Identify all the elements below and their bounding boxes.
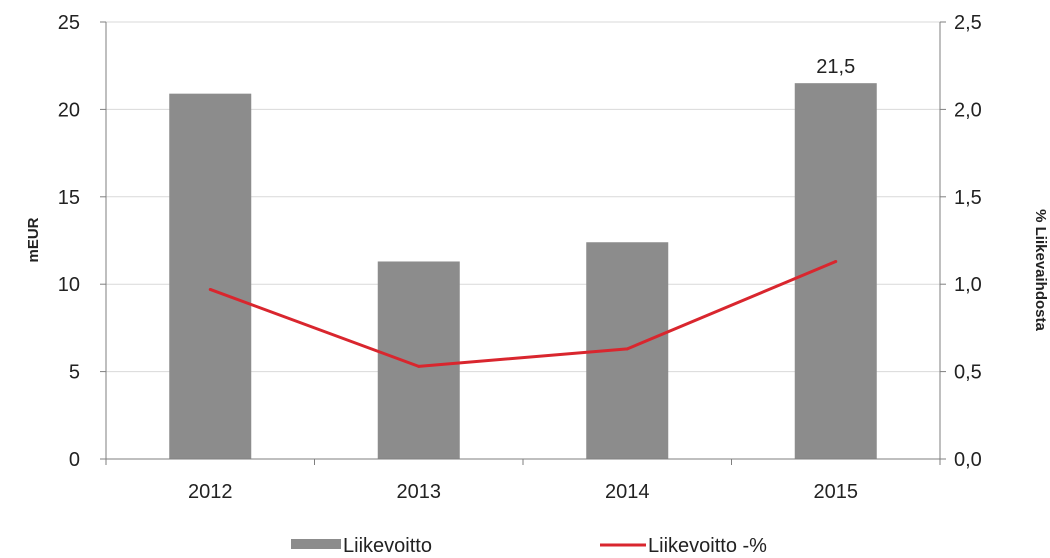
y-tick-label-right: 0,5 [954,362,982,384]
line-series [208,259,838,368]
y-tick-label-left: 10 [58,274,80,296]
line-liikevoitto-pct [209,260,837,368]
legend-swatch-bar [291,539,341,549]
line-point-2013 [417,364,421,368]
data-label-2015: 21,5 [816,56,855,78]
line-point-2014 [625,347,629,351]
x-tick-label-2015: 2015 [814,481,859,503]
y-tick-label-right: 1,0 [954,274,982,296]
y-tick-label-right: 1,5 [954,187,982,209]
line-point-2012 [208,287,212,291]
y-tick-label-left: 5 [69,362,80,384]
line-point-2015 [834,259,838,263]
x-tick-label-2012: 2012 [188,481,233,503]
y-tick-label-right: 2,0 [954,99,982,121]
bar-2013 [377,261,460,459]
y-axis-right-ticks: 0,0 0,5 1,0 1,5 2,0 2,5 [940,12,982,471]
y-axis-left-title: mEUR [25,217,42,262]
y-axis-left-ticks: 0 5 10 15 20 25 [58,12,106,471]
y-tick-label-left: 20 [58,99,80,121]
bar-2015 [794,83,877,460]
y-tick-label-left: 15 [58,187,80,209]
x-tick-label-2013: 2013 [397,481,442,503]
y-tick-label-right: 0,0 [954,449,982,471]
bars [169,83,877,460]
x-tick-label-2014: 2014 [605,481,650,503]
y-tick-label-right: 2,5 [954,12,982,34]
legend-label-bar: Liikevoitto [343,535,432,557]
y-tick-label-left: 0 [69,449,80,471]
bar-2012 [169,93,252,459]
data-labels: 21,5 [816,56,855,78]
x-axis-ticks: 2012 2013 2014 2015 [105,459,941,503]
y-axis-right-title: % Liikevaihdosta [1032,209,1049,331]
y-tick-label-left: 25 [58,12,80,34]
legend-label-line: Liikevoitto -% [648,535,767,557]
legend: Liikevoitto Liikevoitto -% [291,535,767,557]
